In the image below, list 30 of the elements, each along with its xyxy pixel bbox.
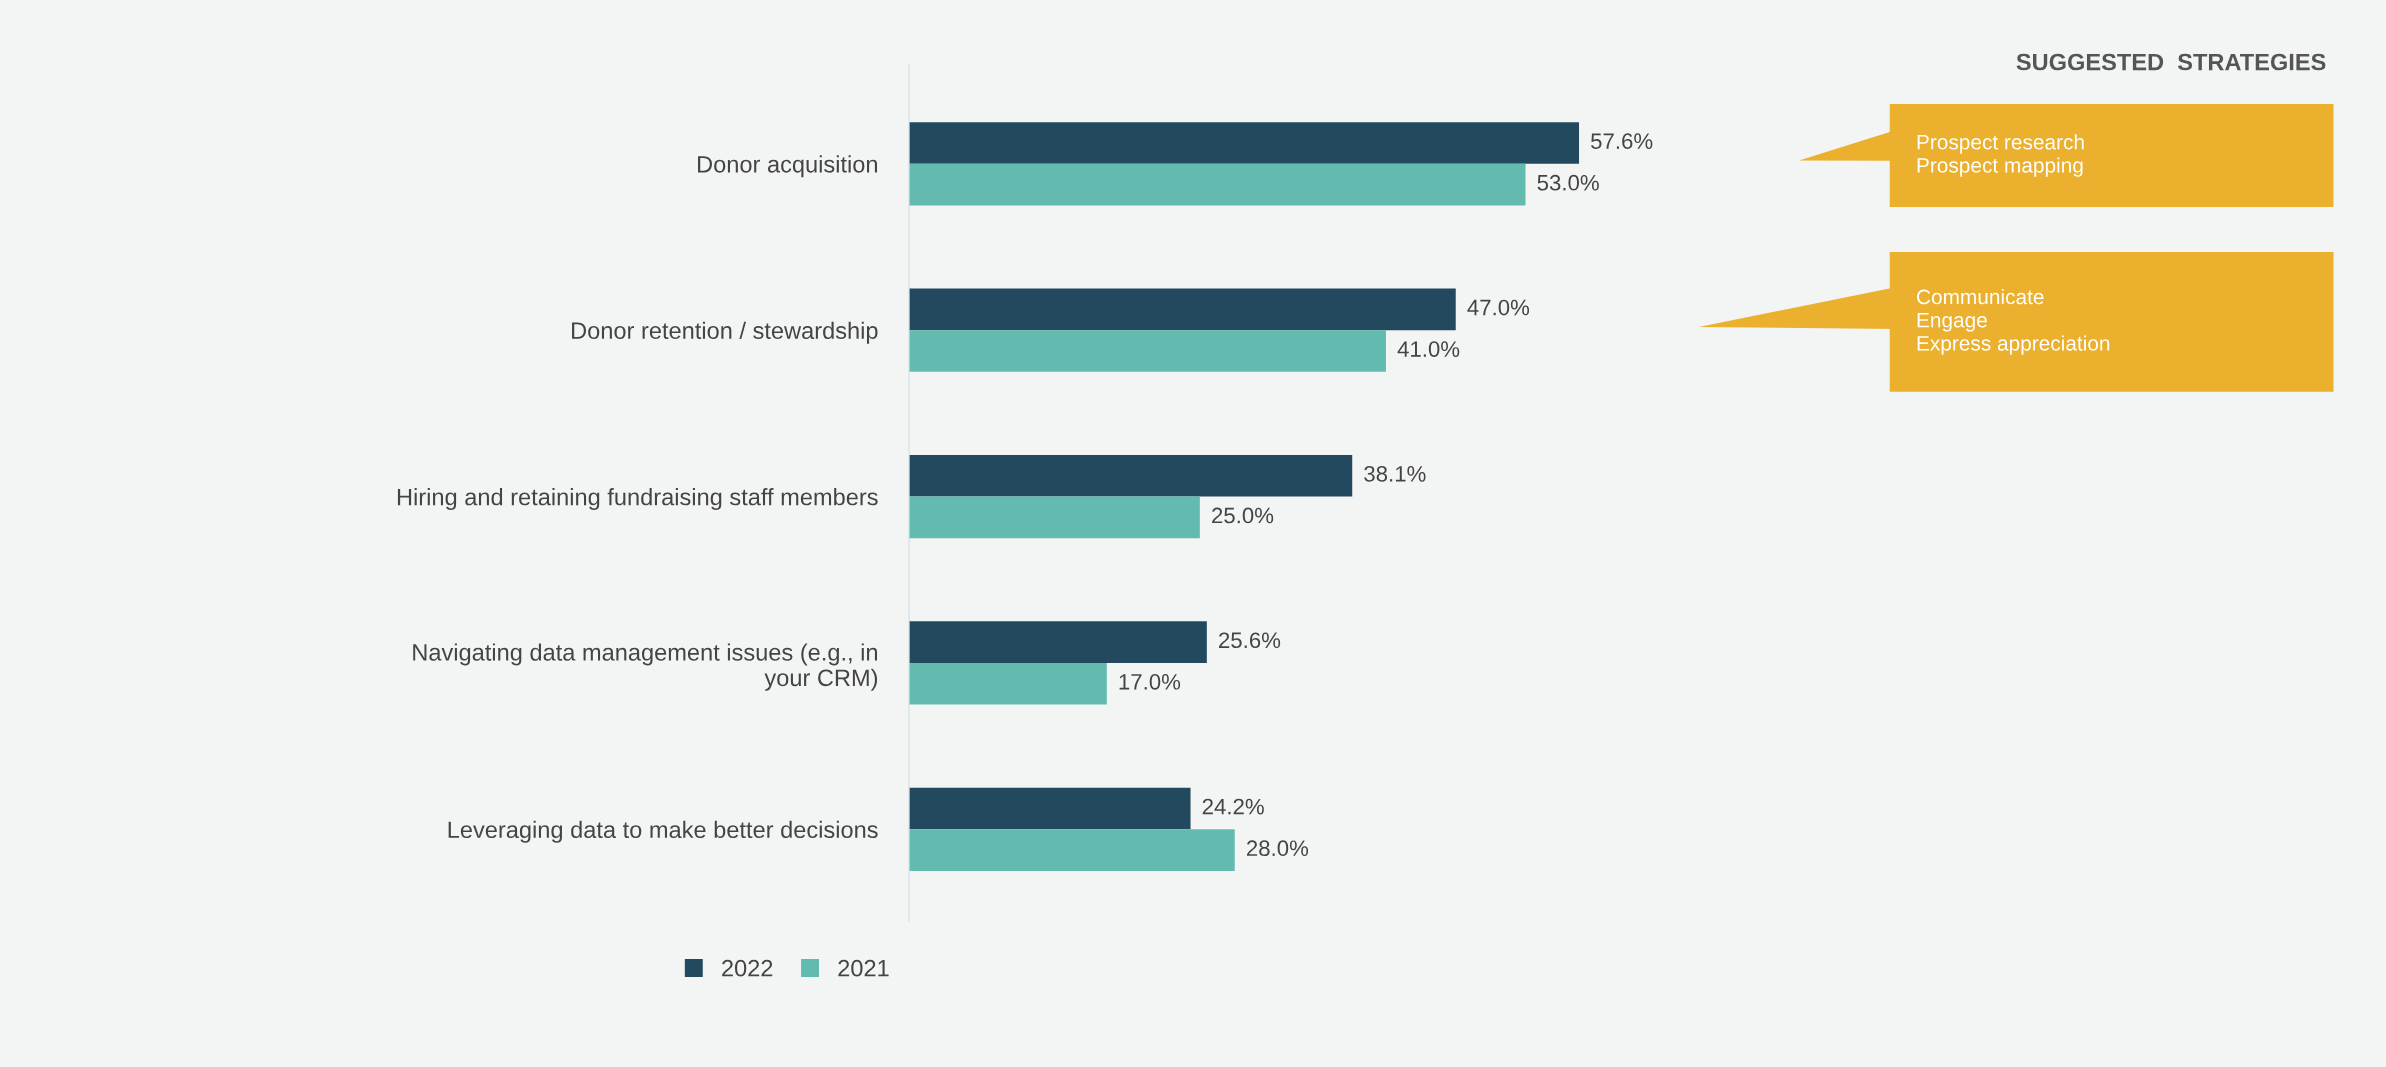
- data-label: 38.1%: [1364, 466, 1426, 482]
- bar: [909, 288, 1456, 331]
- data-label: 25.6%: [1219, 632, 1281, 649]
- text: SUGGESTED STRATEGIES: [2016, 53, 2326, 71]
- legend-label: 2022: [722, 959, 773, 977]
- y-tick-label: Donor retention / stewardship: [572, 321, 878, 344]
- y-tick-label: Donor acquisition: [698, 155, 877, 178]
- data-label: 28.0%: [1246, 840, 1309, 857]
- data-label: 41.0%: [1397, 341, 1460, 357]
- data-label: 17.0%: [1119, 673, 1181, 690]
- bar: [909, 330, 1386, 372]
- bar: [909, 122, 1580, 164]
- y-tick-label: Navigating data management issues (e.g., in your CRM): [413, 643, 878, 691]
- data-label: 53.0%: [1537, 174, 1599, 191]
- bar: [909, 496, 1200, 539]
- data-label: 24.2%: [1202, 798, 1264, 815]
- text: Communicate Engage Express appreciation: [1917, 288, 2110, 355]
- bar: [909, 163, 1526, 206]
- text: Prospect research Prospect mapping: [1917, 134, 2084, 177]
- bar: [909, 454, 1353, 497]
- data-label: 25.0%: [1212, 507, 1274, 524]
- bar: [909, 787, 1191, 830]
- legend-label: 2021: [838, 959, 889, 977]
- bar: [909, 621, 1207, 663]
- bar: [909, 662, 1107, 705]
- data-label: 47.0%: [1467, 299, 1530, 316]
- y-tick-label: Hiring and retaining fundraising staff members: [397, 488, 878, 511]
- bar: [909, 829, 1235, 871]
- y-tick-label: Leveraging data to make better decisions: [448, 820, 878, 843]
- data-label: 57.6%: [1591, 133, 1653, 150]
